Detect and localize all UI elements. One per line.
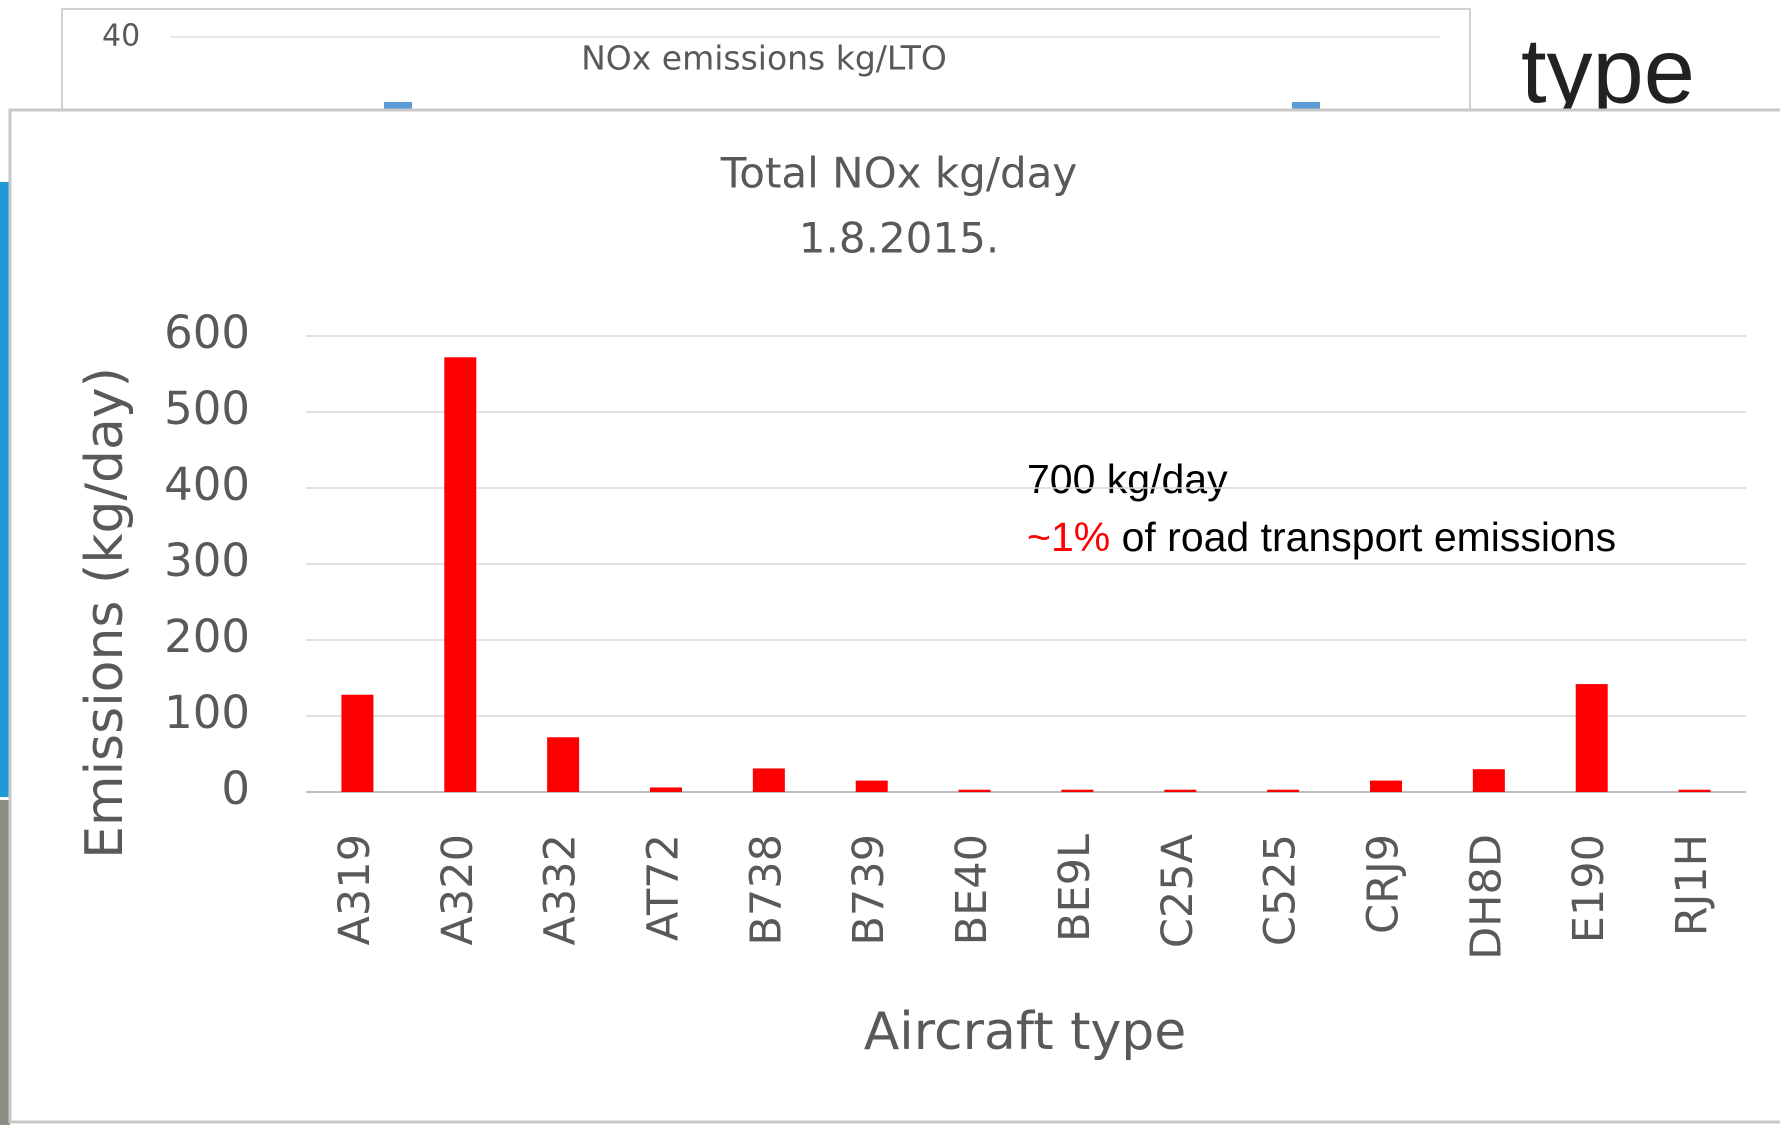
bar xyxy=(1267,790,1299,792)
x-tick-label: RJ1H xyxy=(1667,834,1717,936)
x-tick-label: C525 xyxy=(1256,834,1306,946)
x-tick-label: DH8D xyxy=(1461,834,1511,960)
bar xyxy=(1061,790,1093,792)
y-tick-label: 500 xyxy=(164,382,250,435)
annotation-text: of road transport emissions xyxy=(1110,514,1616,560)
bar xyxy=(547,737,579,792)
chart-title: Total NOx kg/day xyxy=(720,149,1078,198)
x-tick-label: A332 xyxy=(536,834,586,946)
y-tick-label: 200 xyxy=(164,610,250,663)
x-tick-label: BE40 xyxy=(947,834,997,945)
annotation: ~1% of road transport emissions xyxy=(1027,514,1616,560)
annotation: 700 kg/day xyxy=(1027,456,1228,502)
x-tick-label: E190 xyxy=(1564,834,1614,943)
x-tick-label: B738 xyxy=(741,834,791,946)
x-tick-label: CRJ9 xyxy=(1359,834,1409,934)
y-tick-label: 300 xyxy=(164,534,250,587)
bar xyxy=(1473,769,1505,792)
y-axis-title: Emissions (kg/day) xyxy=(75,367,135,859)
bar xyxy=(341,695,373,792)
bar xyxy=(856,781,888,792)
x-tick-label: AT72 xyxy=(639,834,689,941)
y-tick-label: 100 xyxy=(164,686,250,739)
x-tick-label: C25A xyxy=(1153,833,1203,948)
x-tick-label: A319 xyxy=(330,834,380,946)
x-tick-label: B739 xyxy=(844,834,894,946)
y-tick-label: 600 xyxy=(164,306,250,359)
y-tick-label: 0 xyxy=(221,762,250,815)
x-axis-title: Aircraft type xyxy=(864,1002,1187,1062)
bar xyxy=(1679,790,1711,792)
bar xyxy=(444,357,476,792)
chart-subtitle: 1.8.2015. xyxy=(799,214,999,263)
annotation-highlight: ~1% xyxy=(1027,514,1110,560)
bar xyxy=(1576,684,1608,792)
bar xyxy=(650,787,682,792)
background-title: NOx emissions kg/LTO xyxy=(581,39,947,78)
x-tick-label: A320 xyxy=(433,834,483,946)
screen: 40 NOx emissions kg/LTO type Total NOx k… xyxy=(0,0,1780,1125)
bar xyxy=(1370,781,1402,792)
y-tick-label: 400 xyxy=(164,458,250,511)
bar xyxy=(753,768,785,792)
x-tick-label: BE9L xyxy=(1050,834,1100,942)
bar xyxy=(1164,790,1196,792)
bar xyxy=(959,790,991,792)
slide-title: type xyxy=(1521,20,1695,122)
background-tick: 40 xyxy=(102,19,140,54)
